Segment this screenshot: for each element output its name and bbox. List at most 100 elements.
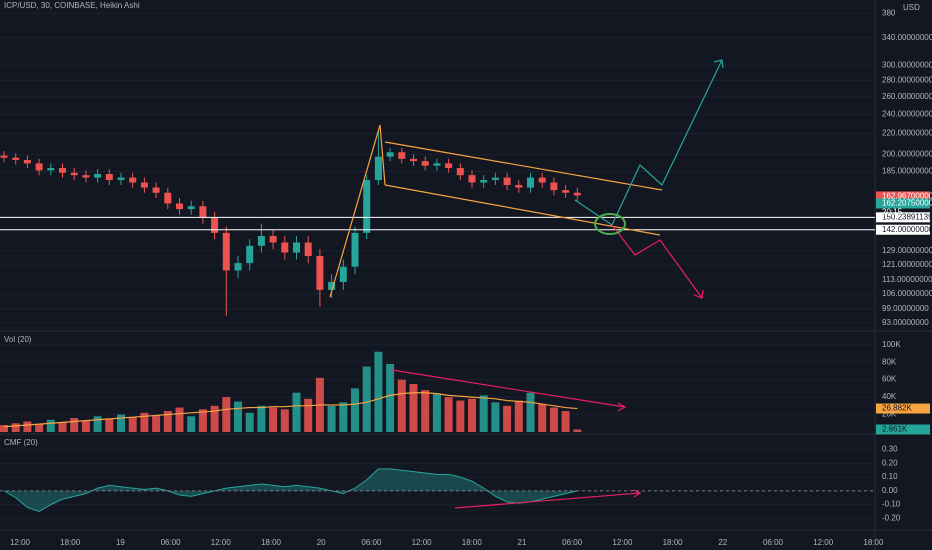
volume-bar <box>374 351 383 432</box>
candle-body <box>538 177 546 183</box>
volume-bar <box>538 404 547 432</box>
candle-body <box>351 232 359 267</box>
channel-bottom <box>384 184 661 236</box>
candle-body <box>0 155 8 158</box>
candle-body <box>527 177 534 188</box>
volume-bar <box>210 405 219 432</box>
candle-body <box>363 180 371 233</box>
candle-body <box>222 232 230 271</box>
price-line-tag <box>876 212 930 223</box>
annotations <box>329 59 724 509</box>
candle-body <box>316 256 324 290</box>
candle-body <box>129 177 137 183</box>
x-tick-label: 18:00 <box>261 538 282 547</box>
y-tick-label: -0.20 <box>882 513 901 522</box>
candle-body <box>339 266 347 282</box>
countdown: 20:15 <box>882 208 903 217</box>
candle-body <box>480 180 488 183</box>
volume-bar <box>152 415 161 432</box>
y-tick-label: 280.00000000 <box>882 76 932 85</box>
last-value-label: 26.882K <box>882 404 912 413</box>
candle-body <box>269 236 277 243</box>
volume-bar <box>561 411 570 432</box>
volume-bar <box>93 416 102 432</box>
volume-bar <box>292 392 301 432</box>
volume-bar <box>23 421 32 432</box>
candle-body <box>503 177 511 186</box>
marks <box>0 12 875 519</box>
x-tick-label: 18:00 <box>60 538 81 547</box>
price-line-label: 150.23891139 <box>882 212 932 221</box>
candle-body <box>187 206 195 210</box>
x-tick-label: 22 <box>718 538 727 547</box>
volume-bar <box>187 416 196 432</box>
candle-body <box>281 242 289 253</box>
volume-bar <box>257 405 266 432</box>
y-tick-label: 106.00000000 <box>882 289 932 298</box>
last-value-label: 2.861K <box>882 425 908 434</box>
volume-bar <box>0 425 8 432</box>
candle-body <box>386 152 394 157</box>
volume-trend <box>391 369 626 408</box>
volume-bar <box>35 424 44 432</box>
volume-bar <box>234 401 242 432</box>
currency: USD <box>903 3 920 12</box>
y-tick-label: 340.00000000 <box>882 33 932 42</box>
volume-bar <box>46 419 55 432</box>
candle-body <box>421 161 429 166</box>
y-tick-label: 300.00000000 <box>882 60 932 69</box>
volume-bar <box>444 397 453 432</box>
y-tick-label: 20K <box>882 410 897 419</box>
x-tick-label: 12:00 <box>412 538 433 547</box>
last-value-tag <box>876 198 930 209</box>
candle-body <box>47 168 55 171</box>
arrow-head <box>713 59 724 69</box>
candle-body <box>293 242 300 253</box>
volume-bar <box>386 363 395 432</box>
volume-bar <box>351 388 359 432</box>
candle-body <box>304 242 312 257</box>
volume-bar <box>105 418 114 432</box>
candle-body <box>398 152 406 159</box>
arrow-head <box>617 402 627 412</box>
price-line-tag <box>876 224 930 235</box>
candle-body <box>140 182 148 188</box>
x-tick-label: 06:00 <box>562 538 583 547</box>
volume-bar <box>128 417 137 432</box>
volume-ma <box>3 392 578 428</box>
y-tick-label: 60K <box>882 375 897 384</box>
candle-body <box>328 281 336 290</box>
y-tick-label: 240.00000000 <box>882 109 932 118</box>
volume-bar <box>245 412 254 432</box>
last-value-label: 162.96700000 <box>882 192 932 201</box>
volume-bar <box>327 405 336 432</box>
x-tick-label: 18:00 <box>863 538 884 547</box>
volume-bar <box>70 418 79 432</box>
volume-bar <box>140 412 149 432</box>
arrow-head <box>632 489 642 498</box>
volume-bar <box>421 390 430 432</box>
axis-labels: 380 340.00000000 300.00000000 280.00000000 2… <box>10 8 932 547</box>
candle-body <box>211 217 219 233</box>
last-value-label: 162.20750000 <box>882 199 932 208</box>
candle-body <box>468 175 476 183</box>
volume-bar <box>432 393 441 432</box>
candle-body <box>257 236 265 246</box>
volume-bar <box>526 392 535 432</box>
volume-bar <box>339 402 348 432</box>
volume-bar <box>280 409 289 432</box>
x-tick-label: 12:00 <box>211 538 232 547</box>
y-tick-label: 0.00 <box>882 486 898 495</box>
y-tick-label: -0.10 <box>882 500 901 509</box>
last-value-tag <box>876 191 930 202</box>
y-tick-label: 100K <box>882 340 901 349</box>
candle-body <box>35 163 43 171</box>
candle-body <box>105 173 113 181</box>
volume-bar <box>81 420 90 432</box>
symbol-title: ICP/USD, 30, COINBASE, Heikin Ashi <box>4 1 140 10</box>
volume-bar <box>503 405 512 432</box>
x-tick-label: 12:00 <box>10 538 31 547</box>
